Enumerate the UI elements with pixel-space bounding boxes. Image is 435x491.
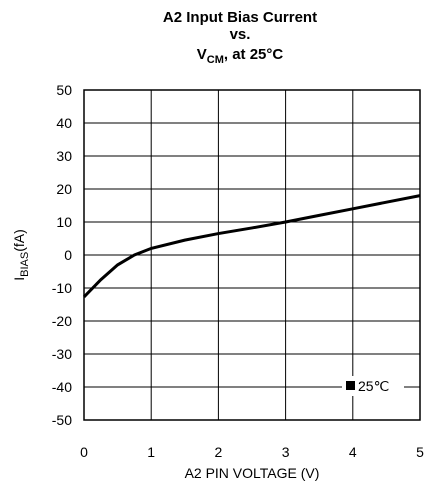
x-tick-label: 2 bbox=[215, 444, 223, 460]
x-tick-label: 1 bbox=[147, 444, 155, 460]
y-tick-label: 50 bbox=[56, 82, 72, 98]
x-tick-label: 0 bbox=[80, 444, 88, 460]
legend-marker bbox=[346, 381, 355, 390]
data-line bbox=[82, 194, 421, 298]
chart-title: vs. bbox=[230, 26, 251, 43]
legend-label: 25℃ bbox=[358, 378, 389, 394]
x-tick-label: 5 bbox=[416, 444, 424, 460]
x-axis-label: A2 PIN VOLTAGE (V) bbox=[185, 465, 320, 481]
y-tick-label: 30 bbox=[56, 148, 72, 164]
y-axis-label: IBIAS(fA) bbox=[11, 229, 31, 281]
title-subscript: CM bbox=[207, 54, 224, 66]
y-tick-label: 0 bbox=[64, 247, 72, 263]
legend-box bbox=[342, 376, 404, 396]
y-tick-label: -10 bbox=[52, 280, 72, 296]
y-tick-label: -30 bbox=[52, 346, 72, 362]
y-tick-label: 10 bbox=[56, 214, 72, 230]
y-tick-label: -40 bbox=[52, 379, 72, 395]
y-label-subscript: BIAS bbox=[19, 252, 31, 277]
x-tick-label: 3 bbox=[282, 444, 290, 460]
y-tick-label: 20 bbox=[56, 181, 72, 197]
x-tick-label: 4 bbox=[349, 444, 357, 460]
chart-title: VCM, at 25°C bbox=[197, 46, 284, 66]
title-text: V bbox=[197, 46, 207, 63]
chart-title: A2 Input Bias Current bbox=[163, 9, 317, 26]
y-tick-label: -20 bbox=[52, 313, 72, 329]
plot-frame bbox=[83, 89, 421, 421]
y-label-text: I bbox=[11, 277, 27, 281]
y-label-text: (fA) bbox=[11, 229, 27, 252]
title-text: , at 25°C bbox=[224, 46, 284, 63]
y-tick-label: -50 bbox=[52, 412, 72, 428]
y-tick-label: 40 bbox=[56, 115, 72, 131]
